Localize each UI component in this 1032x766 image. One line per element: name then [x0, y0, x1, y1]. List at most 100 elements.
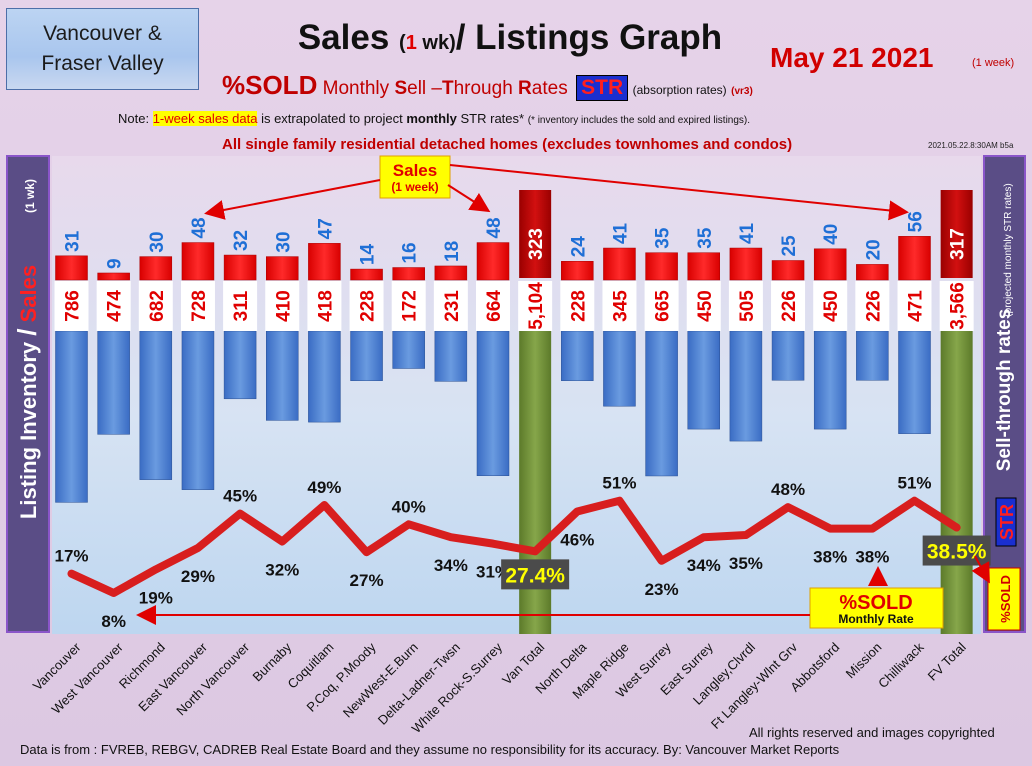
inventory-label-bg	[644, 281, 679, 331]
timestamp: 2021.05.22.8:30AM b5a	[928, 141, 1014, 150]
sales-bar-total	[519, 190, 552, 278]
inventory-label-bg	[433, 281, 468, 331]
subtitle-d: ates	[531, 78, 568, 99]
note-line: Note: 1-week sales data is extrapolated …	[118, 111, 750, 126]
sales-bar	[729, 247, 763, 281]
inventory-bar	[55, 330, 88, 503]
sales-bar	[223, 254, 257, 281]
inventory-label: 728	[189, 290, 210, 322]
inventory-label: 5,104	[526, 282, 547, 330]
inventory-label: 471	[906, 290, 927, 322]
sales-label: 31	[63, 230, 84, 252]
pct-label: 40%	[392, 497, 426, 516]
left-axis-slash: /	[12, 329, 42, 336]
inventory-label-bg	[138, 281, 173, 331]
inventory-label-bg	[897, 281, 932, 331]
homes-note: All single family residential detached h…	[222, 136, 793, 153]
sales-label: 9	[105, 258, 126, 269]
inventory-bar	[771, 330, 805, 381]
sales-label: 14	[358, 244, 379, 266]
sales-callout-sub: (1 week)	[391, 180, 438, 194]
side-sold-label: %SOLD	[998, 575, 1013, 623]
sold-callout-box	[809, 587, 944, 629]
inventory-bar	[97, 330, 130, 435]
category-label: West Vancouver	[49, 639, 127, 717]
inventory-label-bg	[265, 281, 300, 331]
title-part1: Sales	[297, 18, 400, 57]
inventory-bar	[476, 330, 510, 477]
inventory-label: 345	[610, 290, 631, 322]
note-bold: monthly	[406, 111, 457, 126]
inventory-label-bg	[180, 281, 215, 331]
pct-label: 49%	[307, 478, 341, 497]
sales-label: 40	[821, 224, 842, 245]
inventory-bar	[729, 330, 763, 442]
sales-label: 41	[610, 222, 631, 244]
sales-bar	[813, 248, 847, 281]
report-date: May 21 2021	[770, 42, 934, 73]
title-part2-num: 1	[405, 32, 417, 54]
sales-bar	[181, 242, 215, 281]
sell-through-line	[67, 496, 961, 597]
sales-label: 20	[863, 239, 884, 260]
pct-label: 38%	[855, 548, 889, 567]
sales-bar	[434, 265, 468, 281]
sold-callout-title: %SOLD	[839, 592, 912, 614]
inventory-label: 172	[400, 290, 421, 322]
inventory-label-bg	[391, 281, 426, 331]
sales-callout-title: Sales	[393, 161, 437, 180]
subtitle-t: T	[441, 78, 454, 99]
sales-bar	[603, 247, 636, 281]
pct-label: 51%	[897, 474, 931, 493]
copyright-note: All rights reserved and images copyright…	[749, 725, 995, 740]
sales-bar	[561, 261, 594, 281]
sales-bar	[308, 243, 341, 281]
pct-label: 19%	[139, 588, 173, 607]
inventory-label: 228	[568, 290, 589, 322]
right-str-label: STR	[997, 504, 1017, 540]
inventory-label: 231	[442, 290, 463, 322]
pct-label: 29%	[181, 567, 215, 586]
inventory-label-bg	[560, 281, 595, 331]
sales-label: 24	[568, 236, 589, 258]
title-part2-close: wk)	[416, 32, 456, 54]
note-highlight: 1-week sales data	[152, 111, 258, 126]
inventory-label: 682	[147, 290, 168, 322]
inventory-label-bg	[54, 281, 89, 331]
sales-bar	[476, 242, 510, 281]
sales-bar	[350, 268, 383, 281]
left-axis-title: Listing Inventory / Sales	[12, 265, 42, 519]
right-axis-note: (projected monthly STR rates)	[1003, 183, 1014, 316]
inventory-label-bg	[771, 281, 806, 331]
inventory-label: 226	[779, 290, 800, 322]
inventory-bar	[687, 330, 720, 430]
left-axis-note: (1 wk)	[23, 179, 37, 213]
side-sold-box	[987, 567, 1021, 631]
inventory-label-bg	[518, 281, 553, 331]
subtitle-b: ell –	[407, 78, 442, 99]
inventory-label: 228	[358, 290, 379, 322]
left-axis-sales: Sales	[16, 265, 41, 329]
inventory-label: 226	[863, 290, 884, 322]
category-label: North Vancouver	[173, 639, 252, 718]
sales-bar	[97, 272, 130, 281]
pct-label: 38%	[813, 548, 847, 567]
pct-label: 27%	[350, 571, 384, 590]
total-pct-box	[922, 535, 991, 566]
sales-bar-total	[940, 190, 973, 278]
inventory-label: 474	[105, 290, 126, 322]
sales-bar	[856, 264, 889, 281]
subtitle: %SOLD Monthly Sell –Through Rates STR (a…	[222, 70, 753, 101]
subtitle-absorb: (absorption rates)	[632, 83, 727, 97]
subtitle-version: (vr3)	[731, 86, 753, 97]
inventory-bar	[308, 330, 341, 423]
total-pct-label: 38.5%	[927, 541, 987, 564]
sales-label: 323	[526, 228, 547, 260]
inventory-bar-total	[940, 331, 973, 634]
callout-arrow-mid	[447, 184, 491, 213]
pct-label: 45%	[223, 487, 257, 506]
sales-bar	[645, 252, 678, 281]
inventory-bar	[223, 330, 257, 400]
sales-bar	[139, 256, 173, 281]
note-mid: is extrapolated to project	[257, 111, 407, 126]
